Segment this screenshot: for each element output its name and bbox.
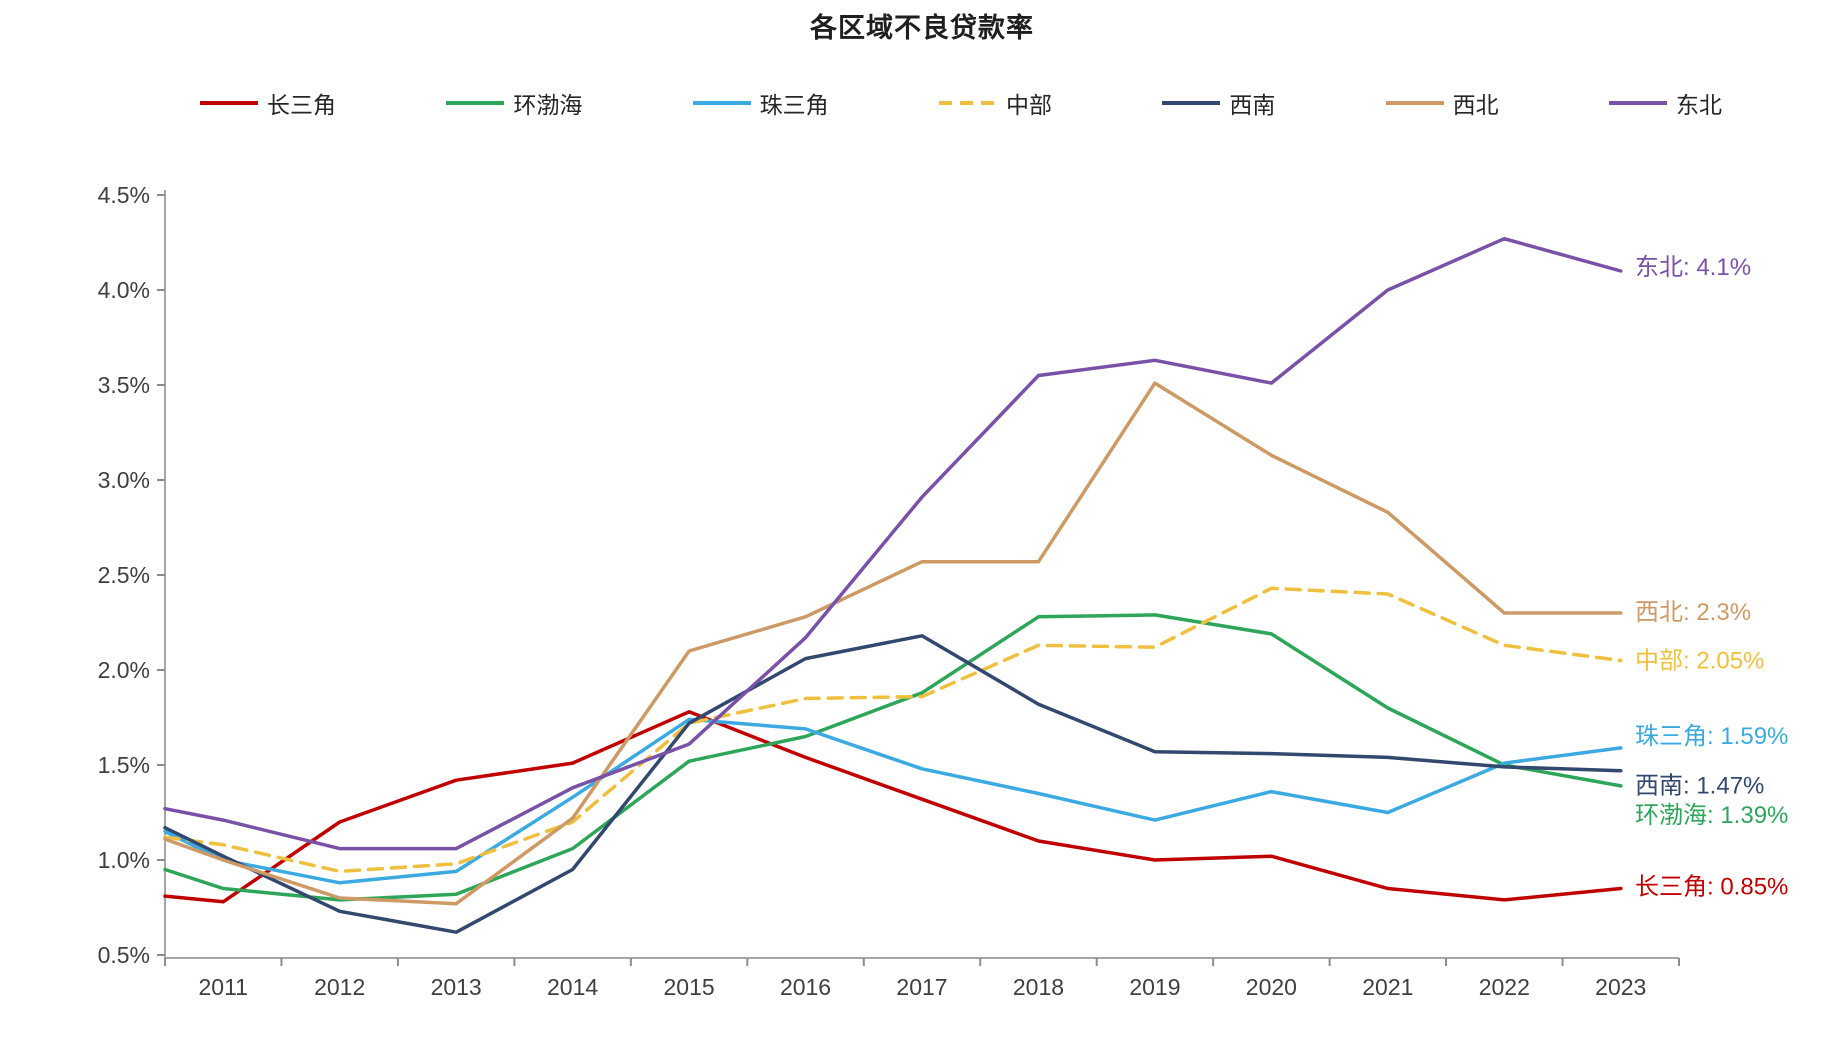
legend-label: 珠三角 [759,92,829,118]
y-tick-label: 2.0% [98,657,150,683]
series-end-label: 东北: 4.1% [1635,254,1751,281]
y-tick-label: 4.5% [98,182,150,208]
series-line-6 [163,381,1623,906]
legend-item-2: 环渤海 [446,86,582,120]
x-tick-label: 2017 [896,974,947,1000]
series-end-label: 西南: 1.47% [1635,773,1764,800]
series-line-7 [163,236,1623,851]
legend-line-swatch [692,101,751,105]
y-tick-label: 2.5% [98,562,150,588]
x-tick-label: 2011 [198,974,247,1000]
legend-line-swatch [1162,101,1221,105]
series-end-label: 长三角: 0.85% [1635,874,1788,901]
x-tick-label: 2023 [1595,974,1646,1000]
series-line-3 [163,717,1623,885]
series-line-1 [163,710,1623,904]
x-tick-label: 2014 [547,974,598,1000]
legend-line-swatch [446,101,505,105]
legend-item-7: 东北 [1608,86,1722,120]
legend-line-swatch [1608,101,1667,105]
legend-item-5: 西南 [1162,86,1275,120]
x-tick-label: 2013 [431,974,482,1000]
legend: 长三角 环渤海 珠三角 中部 西南 西北 东北 [200,86,1722,120]
x-tick-label: 2016 [780,974,831,1000]
series-end-label: 西北: 2.3% [1635,599,1751,626]
legend-item-4: 中部 [938,86,1052,120]
x-tick-label: 2022 [1479,974,1530,1000]
series-end-label: 环渤海: 1.39% [1635,802,1788,829]
legend-label: 西北 [1452,92,1499,118]
x-tick-label: 2018 [1013,974,1064,1000]
legend-item-6: 西北 [1385,86,1499,120]
y-tick-label: 3.5% [98,372,150,398]
x-tick-label: 2021 [1362,974,1413,1000]
legend-label: 东北 [1675,92,1722,118]
y-tick-label: 1.0% [98,847,150,873]
legend-label: 长三角 [267,92,336,118]
legend-label: 西南 [1229,92,1276,118]
legend-label: 环渤海 [513,92,583,118]
chart-title: 各区域不良贷款率 [810,13,1034,43]
x-tick-label: 2012 [314,974,365,1000]
series-line-5 [163,634,1623,934]
y-tick-label: 0.5% [98,942,150,968]
legend-line-swatch [938,101,997,105]
x-tick-label: 2020 [1246,974,1297,1000]
series-end-label: 中部: 2.05% [1635,648,1764,675]
legend-line-swatch [1385,101,1444,105]
legend-item-1: 长三角 [200,86,336,120]
legend-line-swatch [200,101,258,105]
x-tick-label: 2015 [663,974,714,1000]
x-tick-label: 2019 [1129,974,1180,1000]
legend-item-3: 珠三角 [692,86,829,120]
y-tick-label: 3.0% [98,467,150,493]
legend-label: 中部 [1005,92,1052,118]
y-tick-label: 4.0% [98,277,150,303]
series-line-4 [163,586,1623,874]
series-end-label: 珠三角: 1.59% [1635,723,1788,750]
y-tick-label: 1.5% [98,752,150,778]
